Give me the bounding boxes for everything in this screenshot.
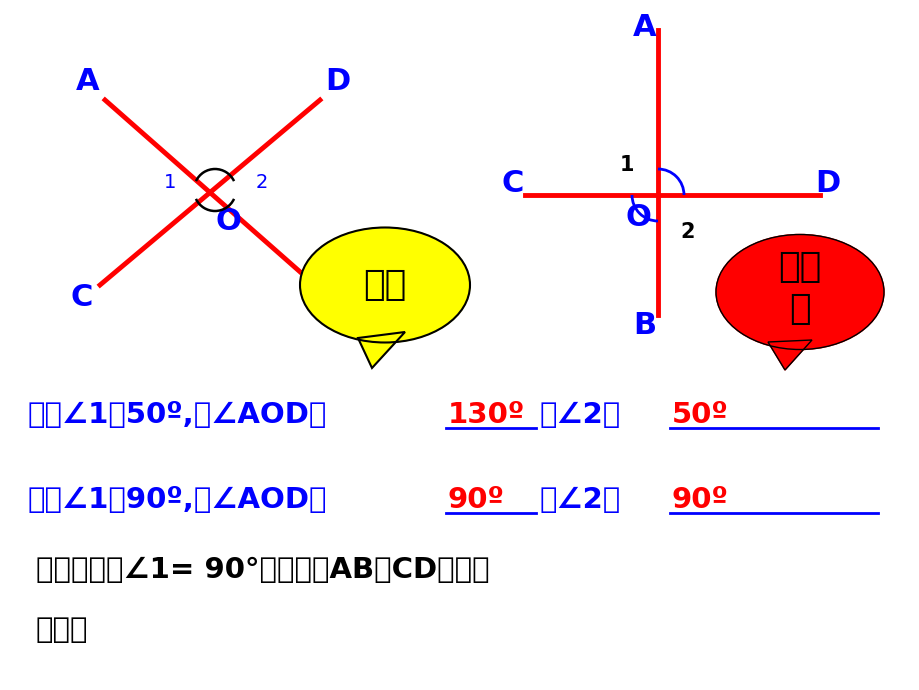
Ellipse shape bbox=[715, 235, 883, 350]
Text: C: C bbox=[501, 168, 524, 197]
Text: B: B bbox=[633, 310, 656, 339]
Polygon shape bbox=[357, 332, 404, 368]
Text: 2: 2 bbox=[680, 222, 695, 242]
Text: 90º: 90º bbox=[671, 486, 728, 514]
Text: 对顶
角: 对顶 角 bbox=[777, 250, 821, 326]
Text: D: D bbox=[814, 168, 840, 197]
Text: 如果∠1＝90º,则∠AOD＝: 如果∠1＝90º,则∠AOD＝ bbox=[28, 486, 327, 514]
Polygon shape bbox=[767, 340, 811, 370]
Text: ，∠2＝: ，∠2＝ bbox=[539, 401, 620, 429]
Text: 130º: 130º bbox=[448, 401, 525, 429]
Text: C: C bbox=[71, 284, 93, 313]
Text: D: D bbox=[325, 68, 350, 97]
Text: 补角: 补角 bbox=[363, 268, 406, 302]
Text: 如何？: 如何？ bbox=[36, 616, 88, 644]
Text: O: O bbox=[215, 208, 241, 237]
Text: A: A bbox=[632, 14, 656, 43]
Ellipse shape bbox=[300, 228, 470, 342]
Text: 猜一猜，当∠1= 90°时，直线AB、CD的关系: 猜一猜，当∠1= 90°时，直线AB、CD的关系 bbox=[36, 556, 489, 584]
Text: A: A bbox=[76, 68, 99, 97]
Text: 1: 1 bbox=[164, 173, 176, 193]
Text: 50º: 50º bbox=[671, 401, 728, 429]
Text: O: O bbox=[624, 204, 651, 233]
Text: 2: 2 bbox=[255, 173, 268, 193]
Text: ，∠2＝: ，∠2＝ bbox=[539, 486, 620, 514]
Text: 90º: 90º bbox=[448, 486, 505, 514]
Text: 1: 1 bbox=[619, 155, 633, 175]
Text: B: B bbox=[326, 284, 349, 313]
Text: 如果∠1＝50º,则∠AOD＝: 如果∠1＝50º,则∠AOD＝ bbox=[28, 401, 327, 429]
